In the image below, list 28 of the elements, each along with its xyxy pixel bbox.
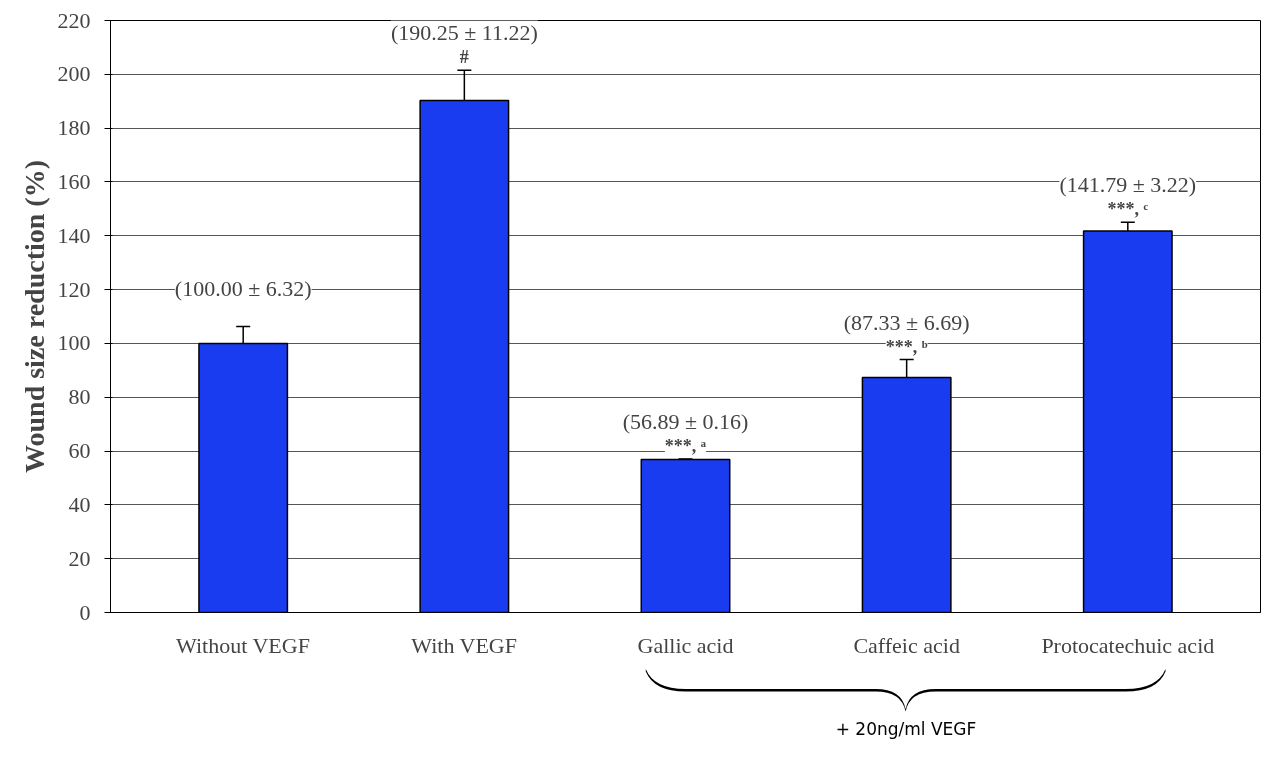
data-label: (141.79 ± 3.22): [1059, 172, 1197, 198]
y-tick-label: 20: [68, 545, 91, 571]
y-tick-label: 100: [57, 330, 91, 356]
annotation: ***, ᵇ: [885, 336, 928, 357]
annotation: ***, ᵃ: [664, 435, 707, 456]
y-tick-label: 80: [68, 384, 91, 410]
y-tick-label: 60: [68, 438, 91, 464]
data-label: (190.25 ± 11.22): [390, 20, 538, 46]
y-tick-label: 160: [57, 168, 91, 194]
x-tick-label: Protocatechuic acid: [1041, 632, 1215, 658]
y-tick-label: 140: [57, 222, 91, 248]
x-tick-label: Gallic acid: [637, 632, 734, 658]
y-tick-label: 40: [68, 491, 91, 517]
y-tick-label: 220: [57, 7, 91, 33]
y-tick-label: 200: [57, 61, 91, 87]
annotation: ***, ᶜ: [1107, 199, 1149, 220]
annotation: #: [459, 47, 469, 68]
y-tick-label: 0: [79, 599, 91, 625]
data-label: (87.33 ± 6.69): [843, 309, 970, 335]
y-axis-title: Wound size reduction (%): [18, 160, 50, 473]
data-label: (100.00 ± 6.32): [174, 276, 312, 302]
y-tick-label: 120: [57, 276, 91, 302]
x-tick-label: Without VEGF: [176, 632, 310, 658]
text: + 20ng/ml VEGF: [834, 718, 978, 741]
x-tick-label: Caffeic acid: [853, 632, 960, 658]
y-tick-label: 180: [57, 115, 91, 141]
data-label: (56.89 ± 0.16): [622, 408, 749, 434]
x-tick-label: With VEGF: [411, 632, 517, 658]
